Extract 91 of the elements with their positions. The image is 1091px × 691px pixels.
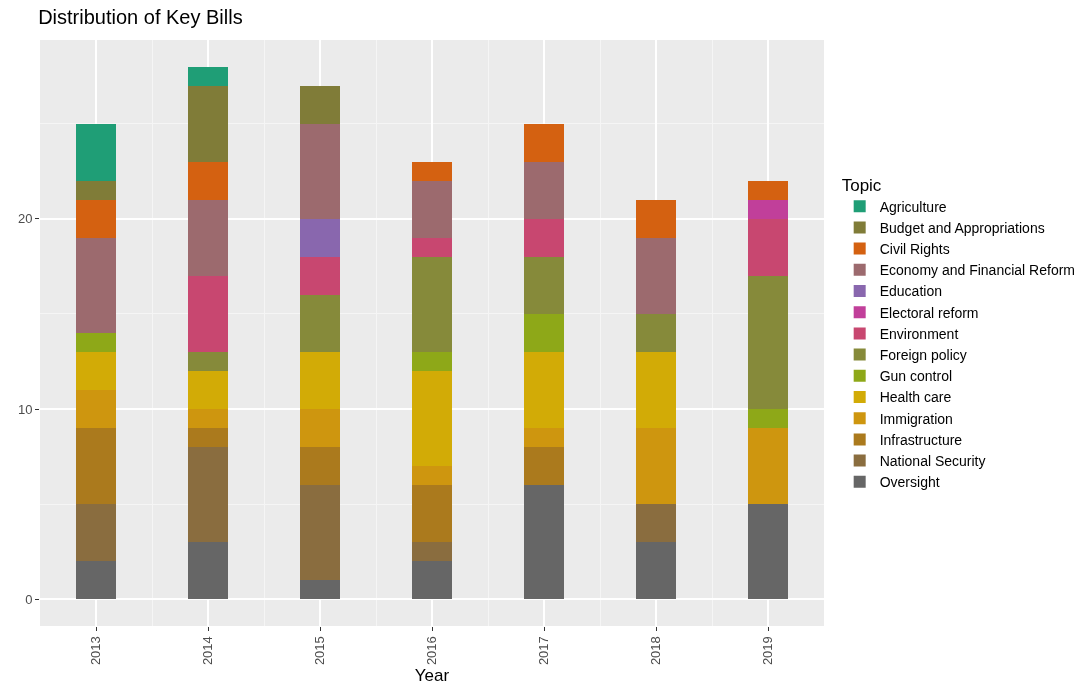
bar xyxy=(300,352,340,410)
chart-title: Distribution of Key Bills xyxy=(38,6,243,29)
bar xyxy=(524,256,564,314)
bar xyxy=(412,352,452,372)
bar xyxy=(412,485,452,543)
bar xyxy=(300,447,340,486)
bar xyxy=(412,371,452,467)
x-tick-label: 2014 xyxy=(200,636,216,666)
bar xyxy=(636,199,676,238)
bar xyxy=(188,542,228,600)
bar xyxy=(748,275,788,410)
bar xyxy=(76,428,116,505)
legend-label: Oversight xyxy=(879,474,940,491)
legend-label: Agriculture xyxy=(879,198,947,215)
bar xyxy=(188,447,228,543)
bar xyxy=(76,561,116,600)
bar xyxy=(300,409,340,448)
bar xyxy=(524,218,564,257)
legend-label: Health care xyxy=(879,389,952,406)
bar xyxy=(412,180,452,238)
bar xyxy=(524,485,564,600)
x-tick-label: 2017 xyxy=(536,636,552,666)
bar xyxy=(76,180,116,200)
legend-label: Gun control xyxy=(879,368,953,385)
legend-label: Environment xyxy=(879,325,959,342)
bar xyxy=(300,294,340,353)
legend-label: National Security xyxy=(879,453,986,470)
legend-title: Topic xyxy=(841,175,882,195)
bar xyxy=(412,161,452,181)
bar xyxy=(636,542,676,600)
bar xyxy=(76,333,116,353)
bar xyxy=(524,447,564,486)
bar xyxy=(748,218,788,276)
x-axis-title: Year xyxy=(414,665,450,685)
y-tick-label: 10 xyxy=(17,401,33,417)
bar xyxy=(412,561,452,600)
bar xyxy=(300,123,340,219)
bar xyxy=(748,180,788,200)
bar xyxy=(636,504,676,543)
bar xyxy=(412,237,452,257)
bar xyxy=(748,199,788,219)
bar xyxy=(188,352,228,372)
legend-label: Budget and Appropriations xyxy=(879,219,1045,236)
bar xyxy=(188,428,228,448)
legend-label: Civil Rights xyxy=(879,241,950,258)
legend-label: Foreign policy xyxy=(879,347,967,364)
bar xyxy=(300,218,340,257)
bar xyxy=(748,409,788,429)
x-tick-label: 2015 xyxy=(312,636,328,666)
bar xyxy=(524,428,564,448)
y-tick-label: 0 xyxy=(25,591,33,607)
bar xyxy=(636,428,676,505)
legend-label: Education xyxy=(879,283,942,300)
bar xyxy=(524,161,564,219)
bar xyxy=(748,504,788,600)
bar xyxy=(188,275,228,353)
bar xyxy=(76,352,116,391)
bar xyxy=(76,390,116,429)
bar xyxy=(748,428,788,505)
bar xyxy=(636,313,676,353)
bar xyxy=(300,580,340,600)
bar xyxy=(524,123,564,162)
bar xyxy=(524,313,564,353)
bar xyxy=(76,237,116,333)
x-tick-label: 2016 xyxy=(424,636,440,666)
bar xyxy=(300,256,340,295)
x-tick-label: 2013 xyxy=(88,636,104,666)
bar xyxy=(188,66,228,86)
bar xyxy=(188,409,228,429)
x-tick-label: 2018 xyxy=(648,636,664,666)
bar xyxy=(524,352,564,429)
bar xyxy=(636,352,676,429)
legend-label: Immigration xyxy=(879,410,953,427)
bar xyxy=(188,161,228,200)
bar xyxy=(188,85,228,162)
bar xyxy=(188,199,228,276)
x-tick-label: 2019 xyxy=(760,636,776,666)
legend-label: Infrastructure xyxy=(879,431,963,448)
bar xyxy=(412,256,452,353)
bar xyxy=(636,237,676,314)
bar xyxy=(300,85,340,124)
bar xyxy=(76,504,116,562)
bar xyxy=(76,199,116,238)
legend-label: Economy and Financial Reform xyxy=(879,262,1075,279)
legend-label: Electoral reform xyxy=(879,304,979,321)
bar xyxy=(412,542,452,562)
bar xyxy=(76,123,116,181)
bar xyxy=(188,371,228,410)
bar xyxy=(412,466,452,486)
y-tick-label: 20 xyxy=(17,211,33,227)
bar xyxy=(300,485,340,581)
